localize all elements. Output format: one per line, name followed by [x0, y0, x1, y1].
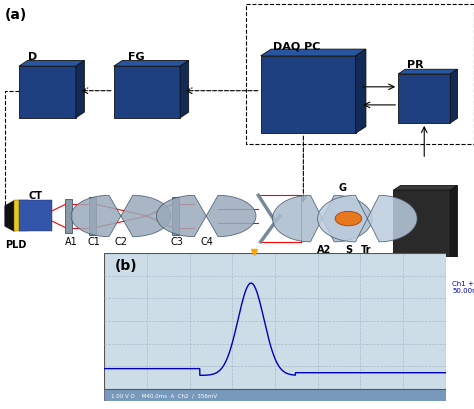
Text: C4: C4	[200, 237, 213, 247]
Polygon shape	[114, 67, 180, 119]
Polygon shape	[393, 186, 457, 191]
Text: S: S	[345, 245, 352, 254]
Text: CT: CT	[28, 191, 43, 200]
Polygon shape	[19, 67, 76, 119]
Polygon shape	[273, 196, 372, 242]
Polygon shape	[398, 75, 450, 124]
Text: A2: A2	[317, 245, 331, 254]
Text: St: St	[409, 268, 420, 278]
Polygon shape	[356, 50, 366, 134]
Text: (a): (a)	[5, 8, 27, 22]
Text: D: D	[28, 52, 38, 62]
Text: C3: C3	[171, 237, 183, 247]
Text: (b): (b)	[115, 258, 137, 272]
Text: GM: GM	[256, 255, 273, 265]
Text: 1.00 V O    M40.0ms  A  Ch2  /  356mV: 1.00 V O M40.0ms A Ch2 / 356mV	[111, 393, 217, 398]
Text: DAQ PC: DAQ PC	[273, 42, 320, 52]
Text: PR: PR	[407, 60, 423, 70]
Text: G: G	[339, 183, 347, 193]
Bar	[89, 197, 96, 236]
Polygon shape	[76, 61, 84, 119]
Text: Ch1 +Width
50.00ms: Ch1 +Width 50.00ms	[452, 280, 474, 293]
Bar	[65, 200, 72, 233]
Bar	[104, 389, 446, 401]
Text: PLD: PLD	[5, 239, 26, 249]
Polygon shape	[393, 191, 450, 263]
Polygon shape	[450, 70, 457, 124]
Circle shape	[335, 212, 362, 226]
Text: C1: C1	[88, 237, 100, 247]
Text: FG: FG	[128, 52, 145, 62]
Polygon shape	[71, 196, 171, 237]
Polygon shape	[14, 201, 28, 232]
Polygon shape	[318, 196, 417, 242]
Polygon shape	[19, 201, 52, 232]
Polygon shape	[5, 201, 14, 232]
Text: C2: C2	[115, 237, 128, 247]
Polygon shape	[261, 57, 356, 134]
Polygon shape	[114, 61, 189, 67]
Text: A1: A1	[65, 237, 78, 247]
Polygon shape	[398, 70, 457, 75]
Polygon shape	[450, 186, 457, 263]
Polygon shape	[261, 50, 366, 57]
Polygon shape	[156, 196, 256, 237]
Polygon shape	[19, 61, 84, 67]
Text: Tr: Tr	[361, 245, 372, 254]
Polygon shape	[180, 61, 189, 119]
Bar	[172, 197, 179, 236]
